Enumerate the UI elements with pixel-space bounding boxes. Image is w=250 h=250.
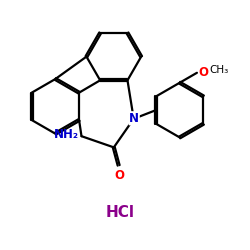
Text: HCl: HCl: [106, 204, 134, 220]
Text: O: O: [198, 66, 208, 79]
Text: CH₃: CH₃: [210, 65, 229, 75]
Text: O: O: [114, 169, 124, 182]
Text: N: N: [129, 112, 139, 125]
Text: NH₂: NH₂: [54, 128, 78, 141]
